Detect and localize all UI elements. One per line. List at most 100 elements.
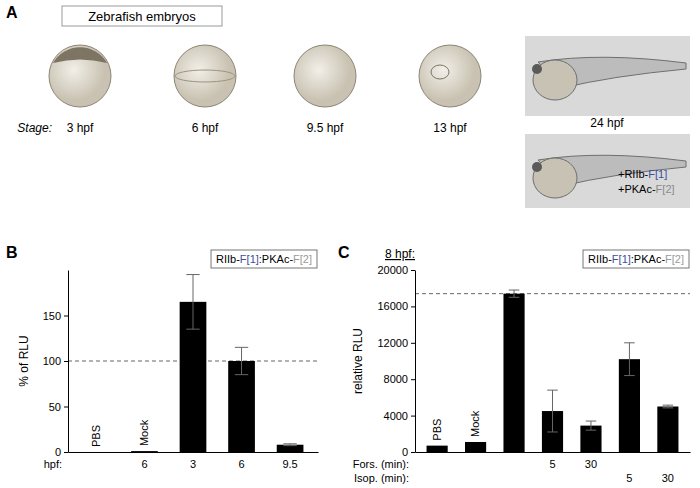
- reference-line: [415, 293, 690, 294]
- x-tick: Mock: [138, 419, 150, 446]
- category-label: PBS: [431, 419, 443, 441]
- larva-image: [525, 36, 690, 116]
- row-value: 5: [626, 472, 632, 484]
- tick-mark: [64, 407, 68, 408]
- x-axis: PBS Mock: [416, 410, 691, 452]
- embryo: [174, 45, 236, 107]
- bar: [131, 451, 158, 452]
- stage-name: 6 hpf: [192, 121, 219, 135]
- larva-eye: [532, 64, 542, 74]
- error-cap: [509, 297, 520, 298]
- figure: AZebrafish embryosStage:3 hpf6 hpf9.5 hp…: [0, 0, 700, 488]
- x-axis: PBSMock: [69, 419, 319, 452]
- bar: [465, 442, 486, 452]
- tick-mark: [411, 452, 415, 453]
- injection-label: +PKAc-F[2]: [618, 183, 675, 195]
- embryo-body: [174, 45, 236, 107]
- embryo: [294, 45, 356, 107]
- error-cap: [186, 329, 199, 330]
- tick-label: 20000: [377, 264, 408, 276]
- error-bar: [663, 405, 674, 408]
- y-tick: 150: [43, 310, 68, 322]
- stage-label: Stage:: [17, 121, 52, 135]
- annotation-part: F[1]: [612, 253, 631, 265]
- row-value: 30: [585, 458, 597, 470]
- tick-mark: [411, 379, 415, 380]
- error-bar: [235, 347, 248, 374]
- axis-line: [69, 452, 319, 453]
- y-tick: 20000: [377, 264, 415, 276]
- injection-label: +RIIb-F[1]: [618, 168, 667, 180]
- tick-label: 8000: [384, 373, 408, 385]
- error-cap: [547, 431, 558, 432]
- tick-label: 50: [49, 401, 61, 413]
- tick-label: 100: [43, 355, 61, 367]
- annotation-box: [583, 250, 689, 268]
- error-line: [241, 347, 242, 374]
- stage-name: 13 hpf: [433, 121, 467, 135]
- germ-ring: [175, 70, 235, 82]
- error-line: [552, 390, 553, 432]
- row-value: 5: [549, 458, 555, 470]
- y-axis: 0 4000 8000 12000 16000 20000: [377, 264, 415, 458]
- error-cap: [547, 390, 558, 391]
- embryo: [49, 45, 111, 107]
- error-cap: [235, 347, 248, 348]
- category-label: Mock: [138, 419, 150, 446]
- row-label: hpf:: [44, 458, 62, 470]
- tick-mark: [411, 306, 415, 307]
- axis-line: [415, 271, 416, 453]
- image-frame: [525, 134, 690, 208]
- larva-yolk: [533, 158, 577, 198]
- tick-label: 4000: [384, 410, 408, 422]
- y-tick: 12000: [377, 337, 415, 349]
- annotation-part: :PKAc-: [631, 253, 666, 265]
- row-value: 3: [190, 458, 196, 470]
- bar: [83, 452, 110, 453]
- tick-mark: [411, 416, 415, 417]
- tick-label: 150: [43, 310, 61, 322]
- annotation: RIIb-F[1]:PKAc-F[2]: [211, 250, 317, 268]
- tick-label: 0: [402, 446, 408, 458]
- tick-mark: [411, 343, 415, 344]
- error-bar: [509, 290, 520, 297]
- row-value: 6: [238, 458, 244, 470]
- x-tick: PBS: [431, 419, 443, 441]
- error-cap: [283, 443, 296, 444]
- error-line: [193, 275, 194, 330]
- error-cap: [509, 290, 520, 291]
- tick-label: 0: [55, 446, 61, 458]
- error-line: [629, 343, 630, 376]
- bar: [503, 294, 524, 452]
- tick-mark: [64, 452, 68, 453]
- y-tick: 8000: [384, 373, 415, 385]
- error-cap: [586, 421, 597, 422]
- larva-eye: [532, 162, 542, 172]
- y-tick: 0: [55, 446, 68, 458]
- annotation-text: RIIb-F[1]:PKAc-F[2]: [588, 253, 684, 265]
- injection-part: F[2]: [656, 183, 675, 195]
- embryo-body: [419, 45, 481, 107]
- image-frame: [525, 36, 690, 116]
- y-axis-title: relative RLU: [351, 328, 365, 394]
- y-tick: 16000: [377, 300, 415, 312]
- larva-yolk: [533, 60, 577, 100]
- error-bar: [283, 444, 296, 446]
- embryo: [419, 45, 481, 107]
- error-cap: [586, 430, 597, 431]
- bar: [228, 361, 255, 452]
- embryo-body: [49, 45, 111, 107]
- embryo-body: [294, 45, 356, 107]
- error-bar: [186, 275, 199, 330]
- error-line: [514, 290, 515, 297]
- bar: [657, 407, 678, 453]
- error-bar: [624, 343, 635, 376]
- category-label: Mock: [469, 410, 481, 437]
- blastoderm: [53, 47, 107, 63]
- row-value: 6: [141, 458, 147, 470]
- bar: [427, 446, 448, 452]
- annotation-part: F[2]: [293, 253, 312, 265]
- row-value: 9.5: [282, 458, 297, 470]
- chart-title: 8 hpf:: [385, 247, 415, 261]
- axis-line: [416, 452, 691, 453]
